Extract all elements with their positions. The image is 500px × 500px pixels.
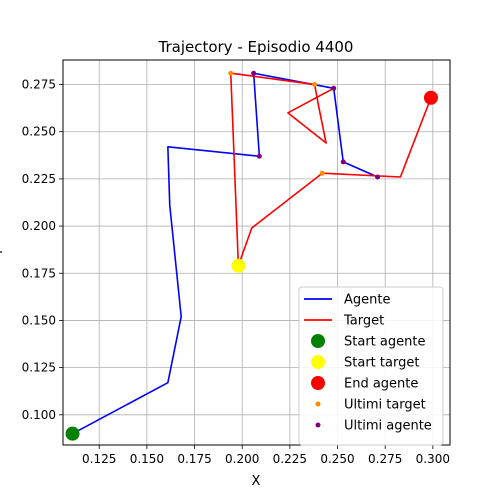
point-ultimi-target	[312, 82, 318, 88]
y-axis: 0.100 0.125 0.150 0.175 0.200 0.225 0.250 0.275	[22, 78, 63, 422]
y-tick-label: 0.150	[22, 313, 56, 327]
x-tick-label: 0.225	[273, 452, 307, 466]
legend-swatch-ultimi-target	[315, 401, 321, 407]
chart-title: Trajectory - Episodio 4400	[158, 38, 354, 56]
plot-area-frame	[62, 59, 451, 446]
y-tick-label: 0.250	[22, 125, 56, 139]
series-line-agente	[72, 72, 378, 435]
x-tick-label: 0.125	[82, 452, 116, 466]
point-ultimi-agente	[251, 70, 257, 76]
marker-end-agente	[423, 90, 438, 105]
series-layer	[65, 70, 438, 441]
x-tick-label: 0.250	[320, 452, 354, 466]
y-tick-label: 0.100	[22, 408, 56, 422]
legend-label-ultimi-target: Ultimi target	[344, 398, 426, 413]
point-ultimi-agente	[331, 85, 337, 91]
legend-label-start-target: Start target	[344, 356, 419, 371]
point-ultimi-target	[228, 70, 234, 76]
y-tick-label: 0.200	[22, 219, 56, 233]
point-ultimi-target	[319, 170, 325, 176]
marker-start-agente	[65, 426, 80, 441]
x-axis-label: X	[252, 474, 261, 489]
point-ultimi-agente	[256, 153, 262, 159]
x-tick-label: 0.150	[130, 452, 164, 466]
legend-swatch-start-target	[311, 355, 325, 369]
y-tick-label: 0.275	[22, 78, 56, 92]
x-axis: 0.125 0.150 0.175 0.200 0.225 0.250 0.275 0.300	[82, 445, 450, 466]
x-tick-label: 0.300	[416, 452, 450, 466]
legend-label-start-agente: Start agente	[344, 335, 425, 350]
y-tick-label: 0.125	[22, 361, 56, 375]
x-tick-label: 0.175	[177, 452, 211, 466]
legend-swatch-start-agente	[311, 334, 325, 348]
marker-start-target	[231, 258, 246, 273]
y-tick-label: 0.175	[22, 266, 56, 280]
legend-swatch-ultimi-agente	[315, 422, 321, 428]
legend-label-ultimi-agente: Ultimi agente	[344, 419, 432, 434]
legend-swatch-end-agente	[311, 376, 325, 390]
legend-label-agente: Agente	[344, 293, 390, 308]
y-tick-label: 0.225	[22, 172, 56, 186]
point-ultimi-agente	[340, 159, 346, 165]
point-ultimi-agente	[375, 174, 381, 180]
y-axis-label: Y	[0, 248, 6, 257]
x-tick-label: 0.275	[368, 452, 402, 466]
legend: Agente Target Start agente Start target End …	[298, 286, 444, 446]
legend-label-target: Target	[343, 314, 384, 329]
legend-box	[298, 286, 444, 446]
x-tick-label: 0.200	[225, 452, 259, 466]
legend-label-end-agente: End agente	[344, 377, 418, 392]
